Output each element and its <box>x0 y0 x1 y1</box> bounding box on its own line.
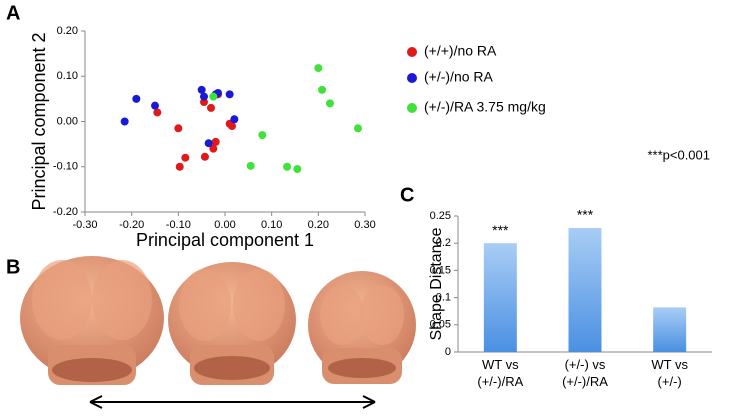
point <box>204 139 213 148</box>
y-tick-label: 0.00 <box>57 115 78 127</box>
point <box>120 117 129 126</box>
y-tick-label: 0.2 <box>436 237 451 249</box>
legend-label: (+/-)/no RA <box>424 69 494 85</box>
significance-label: *** <box>577 207 594 223</box>
y-tick-label: 0.25 <box>430 210 451 222</box>
legend-marker <box>407 47 417 57</box>
y-tick-label: 0.20 <box>57 25 78 37</box>
bar <box>568 227 602 352</box>
significance-label: *** <box>492 222 509 238</box>
x-tick-label: 0.10 <box>261 219 282 231</box>
legend-marker <box>407 103 417 113</box>
legend-marker <box>407 73 417 83</box>
panel-label: C <box>400 184 414 206</box>
point <box>207 103 215 112</box>
y-tick-label: 0.10 <box>57 70 78 82</box>
point <box>209 144 218 153</box>
point <box>174 124 183 133</box>
skull-2 <box>168 262 296 385</box>
y-tick-label: -0.10 <box>53 161 78 173</box>
x-tick-label: -0.20 <box>119 219 144 231</box>
x-tick-label: 0.00 <box>214 219 235 231</box>
x-tick-label: -0.30 <box>72 219 97 231</box>
point <box>175 162 184 171</box>
point <box>354 124 362 133</box>
skull-3 <box>308 271 416 384</box>
bar <box>653 307 687 352</box>
annotation: ***p<0.001 <box>647 147 710 162</box>
panel-label: A <box>6 2 20 24</box>
x-tick-label: WT vs (+/-)/RA <box>477 357 524 389</box>
legend-label: (+/-)/RA 3.75 mg/kg <box>424 99 546 115</box>
point <box>197 85 206 94</box>
skull-1 <box>20 256 164 385</box>
point <box>153 108 162 117</box>
point <box>209 92 218 101</box>
y-axis-title: Principal component 2 <box>29 32 49 210</box>
panel-label: B <box>6 256 20 278</box>
x-axis-title: Principal component 1 <box>136 230 314 250</box>
legend-label: (+/+)/no RA <box>424 43 497 59</box>
x-tick-label: WT vs (+/-) <box>651 357 688 389</box>
point <box>283 162 292 171</box>
x-tick-label: -0.10 <box>166 219 191 231</box>
point <box>225 90 234 99</box>
point <box>230 115 239 124</box>
y-tick-label: 0.15 <box>430 264 451 276</box>
arrow-heads <box>89 395 376 409</box>
point <box>228 122 236 131</box>
point <box>318 85 327 94</box>
x-tick-label: (+/-) vs (+/-)/RA <box>562 357 608 389</box>
y-tick-label: 0.05 <box>430 319 451 331</box>
specimen-images <box>20 256 416 409</box>
point <box>151 101 159 110</box>
point <box>326 99 334 108</box>
point <box>181 153 190 162</box>
point <box>246 161 255 170</box>
point <box>293 165 302 174</box>
point <box>211 137 220 146</box>
point <box>200 92 208 101</box>
point <box>200 152 209 161</box>
point <box>314 64 323 73</box>
bar <box>483 243 517 352</box>
x-tick-label: 0.20 <box>308 219 329 231</box>
point <box>132 94 141 103</box>
point <box>258 131 267 140</box>
y-axis-title: Shape Distance <box>428 227 445 340</box>
y-tick-label: 0 <box>445 346 451 358</box>
y-tick-label: 0.1 <box>436 292 451 304</box>
y-tick-label: -0.20 <box>53 206 78 218</box>
x-tick-label: 0.30 <box>354 219 375 231</box>
